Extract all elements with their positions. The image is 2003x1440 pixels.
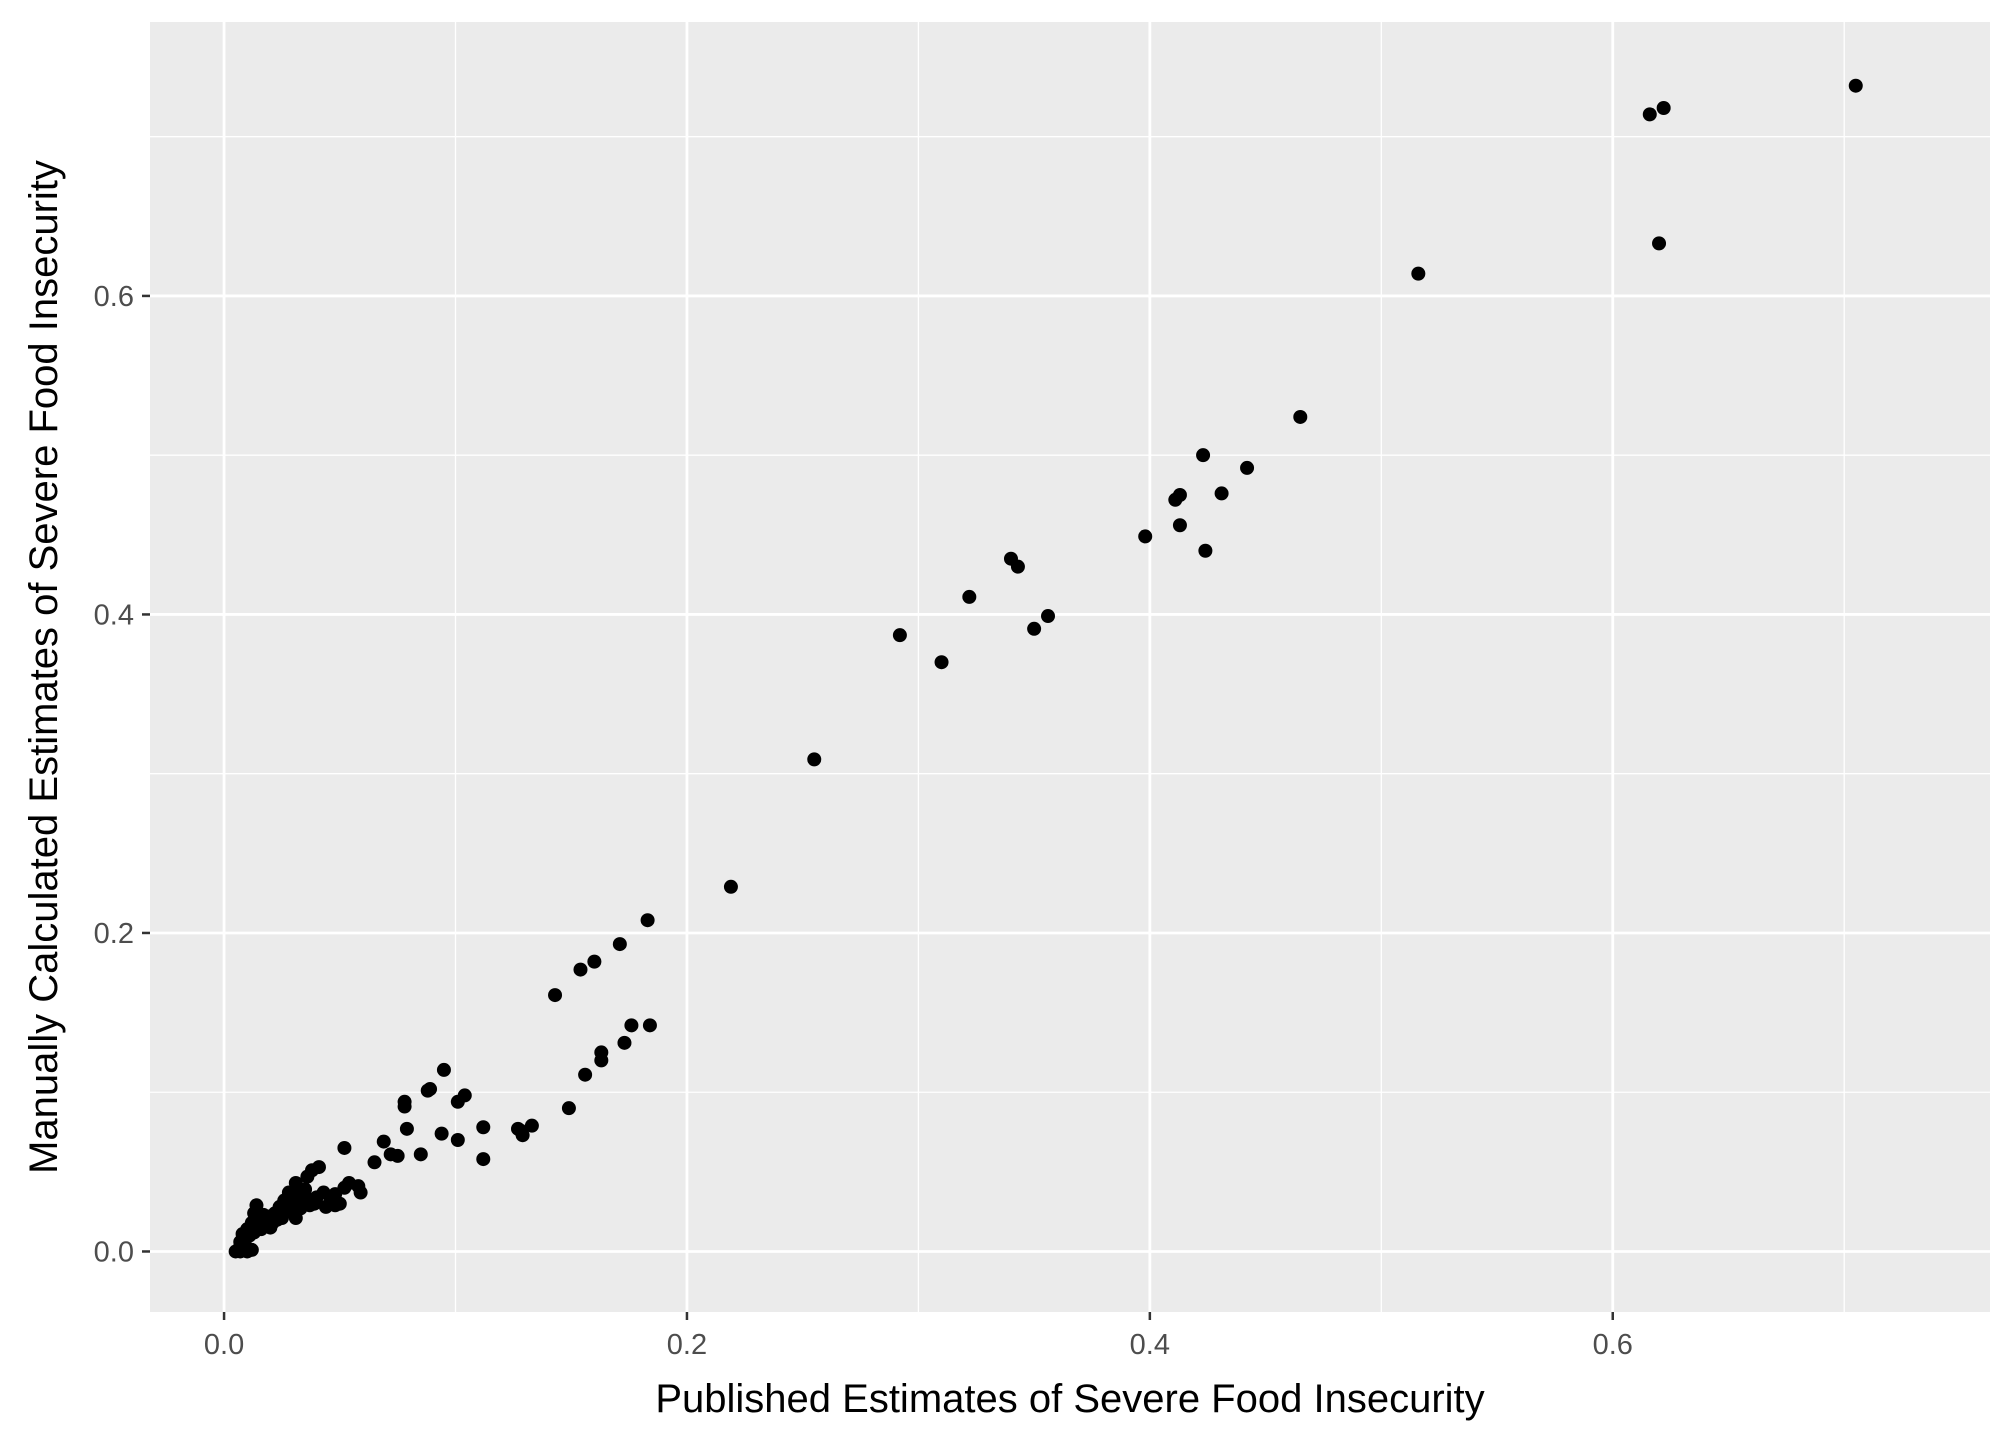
data-point (450, 1094, 465, 1109)
data-point (1848, 78, 1863, 93)
data-point (1198, 543, 1213, 558)
data-point (251, 1217, 266, 1232)
data-point (434, 1126, 449, 1141)
data-point (1652, 236, 1667, 251)
data-point (934, 655, 949, 670)
x-tick-label: 0.6 (1593, 1329, 1633, 1361)
data-point (962, 589, 977, 604)
data-point (332, 1196, 347, 1211)
y-axis-ticks: 0.0 0.2 0.4 0.6 (94, 281, 150, 1268)
data-point (548, 988, 563, 1003)
data-point (1240, 460, 1255, 475)
data-point (376, 1134, 391, 1149)
data-point (1168, 492, 1183, 507)
data-point (1642, 107, 1657, 122)
data-point (1138, 529, 1153, 544)
data-point (642, 1018, 657, 1033)
data-point (1172, 518, 1187, 533)
data-point (561, 1101, 576, 1116)
y-axis-title: Manually Calculated Estimates of Severe … (22, 160, 66, 1174)
data-point (244, 1242, 259, 1257)
data-point (594, 1053, 609, 1068)
minor-gridlines (150, 22, 1990, 1312)
data-point (723, 879, 738, 894)
data-point (624, 1018, 639, 1033)
data-point (892, 628, 907, 643)
data-point (1293, 409, 1308, 424)
data-point (270, 1212, 285, 1227)
x-tick-label: 0.2 (667, 1329, 707, 1361)
data-point (1656, 101, 1671, 115)
data-point (578, 1067, 593, 1082)
data-point (293, 1201, 308, 1216)
data-point (300, 1169, 315, 1184)
data-point (1010, 559, 1025, 574)
data-point (383, 1147, 398, 1162)
y-tick-label: 0.6 (94, 281, 134, 313)
plot-panel (150, 22, 1990, 1312)
data-point (476, 1120, 491, 1135)
data-point (587, 954, 602, 969)
data-point (413, 1147, 428, 1162)
data-point (513, 1123, 528, 1138)
data-point (353, 1185, 368, 1200)
data-point (1041, 609, 1056, 624)
data-point (573, 962, 588, 977)
data-point (612, 937, 627, 952)
y-tick-label: 0.0 (94, 1236, 134, 1268)
data-point (1214, 486, 1229, 501)
x-axis-ticks: 0.0 0.2 0.4 0.6 (204, 1312, 1633, 1361)
data-point (420, 1083, 435, 1098)
x-tick-label: 0.4 (1130, 1329, 1170, 1361)
data-point (337, 1140, 352, 1155)
y-tick-label: 0.4 (94, 599, 134, 631)
data-point (617, 1035, 632, 1050)
data-point (1027, 621, 1042, 636)
data-point (1411, 266, 1426, 281)
data-point (476, 1152, 491, 1167)
x-axis-title: Published Estimates of Severe Food Insec… (655, 1377, 1484, 1421)
data-point (399, 1121, 414, 1136)
data-point (367, 1155, 382, 1170)
major-gridlines (150, 22, 1990, 1312)
data-point (640, 913, 655, 928)
data-point (1196, 448, 1211, 463)
data-point (436, 1062, 451, 1077)
data-point (316, 1185, 331, 1200)
data-points (228, 78, 1863, 1259)
y-tick-label: 0.2 (94, 918, 134, 950)
data-point (524, 1118, 539, 1133)
data-point (807, 752, 822, 767)
data-point (318, 1199, 333, 1214)
x-tick-label: 0.0 (204, 1329, 244, 1361)
data-point (450, 1133, 465, 1147)
data-point (397, 1099, 412, 1114)
